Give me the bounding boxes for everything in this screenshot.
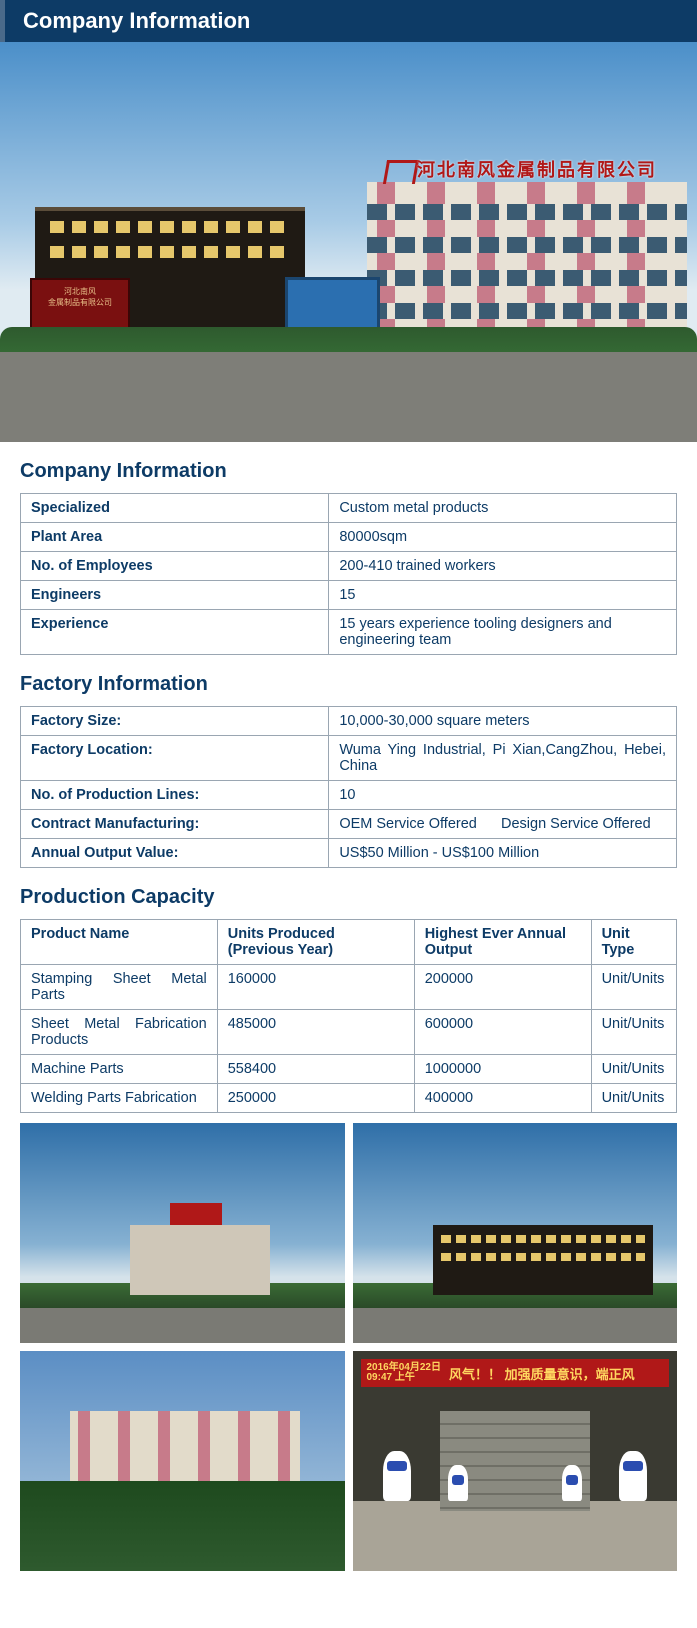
table-row: Plant Area80000sqm <box>21 523 677 552</box>
row-label: Contract Manufacturing: <box>21 810 329 839</box>
row-label: No. of Employees <box>21 552 329 581</box>
thumb-grass <box>20 1481 345 1571</box>
value-cell: 250000 <box>217 1084 414 1113</box>
table-row: Experience15 years experience tooling de… <box>21 610 677 655</box>
hero-window-row <box>367 270 687 286</box>
table-row: Sheet Metal Fabrication Products48500060… <box>21 1010 677 1055</box>
led-banner: 2016年04月22日 09:47 上午 风气！！ 加强质量意识，端正风 <box>361 1359 670 1387</box>
hero-wall-sign-line1: 河北南风 <box>32 286 128 297</box>
table-row: Stamping Sheet Metal Parts160000200000Un… <box>21 965 677 1010</box>
row-value: US$50 Million - US$100 Million <box>329 839 677 868</box>
value-cell: 200000 <box>414 965 591 1010</box>
row-value: 15 years experience tooling designers an… <box>329 610 677 655</box>
row-value: 80000sqm <box>329 523 677 552</box>
row-value: 200-410 trained workers <box>329 552 677 581</box>
value-cell: 1000000 <box>414 1055 591 1084</box>
thumb-vase <box>448 1465 468 1501</box>
table-row: No. of Production Lines:10 <box>21 781 677 810</box>
thumb-pilaster <box>198 1411 210 1481</box>
led-time: 09:47 上午 <box>367 1372 415 1383</box>
value-cell: Unit/Units <box>591 965 676 1010</box>
hero-window-row <box>367 204 687 220</box>
value-cell: 558400 <box>217 1055 414 1084</box>
column-header: Highest Ever Annual Output <box>414 920 591 965</box>
row-label: Specialized <box>21 494 329 523</box>
hero-wall-sign-line2: 金属制品有限公司 <box>32 297 128 308</box>
hero-window-row <box>367 237 687 253</box>
section-header: Company Information <box>0 0 697 42</box>
company-info-heading: Company Information <box>20 460 677 483</box>
gallery-photo-1 <box>20 1123 345 1343</box>
table-row: Welding Parts Fabrication250000400000Uni… <box>21 1084 677 1113</box>
thumb-pilaster <box>78 1411 90 1481</box>
gallery-photo-3 <box>20 1351 345 1571</box>
capacity-table: Product NameUnits Produced (Previous Yea… <box>20 919 677 1113</box>
column-header: Product Name <box>21 920 218 965</box>
row-label: No. of Production Lines: <box>21 781 329 810</box>
row-value: OEM Service Offered Design Service Offer… <box>329 810 677 839</box>
column-header: Unit Type <box>591 920 676 965</box>
led-text: 风气！！ 加强质量意识，端正风 <box>449 1364 635 1383</box>
hero-roof-logo-icon <box>383 160 419 184</box>
table-row: Contract Manufacturing:OEM Service Offer… <box>21 810 677 839</box>
product-name-cell: Stamping Sheet Metal Parts <box>21 965 218 1010</box>
factory-info-table: Factory Size:10,000-30,000 square meters… <box>20 706 677 868</box>
thumb-building <box>70 1411 300 1481</box>
row-value: 10 <box>329 781 677 810</box>
value-cell: Unit/Units <box>591 1055 676 1084</box>
thumb-pilaster <box>118 1411 130 1481</box>
photo-gallery: 2016年04月22日 09:47 上午 风气！！ 加强质量意识，端正风 <box>0 1123 697 1571</box>
thumb-building <box>130 1225 270 1295</box>
value-cell: Unit/Units <box>591 1010 676 1055</box>
gallery-photo-4: 2016年04月22日 09:47 上午 风气！！ 加强质量意识，端正风 <box>353 1351 678 1571</box>
value-cell: 600000 <box>414 1010 591 1055</box>
thumb-building <box>433 1225 653 1295</box>
section-header-title: Company Information <box>23 8 250 33</box>
table-row: No. of Employees200-410 trained workers <box>21 552 677 581</box>
hero-roof-sign: 河北南风金属制品有限公司 <box>417 156 657 182</box>
row-label: Factory Location: <box>21 736 329 781</box>
thumb-floor <box>353 1501 678 1571</box>
company-info-table: SpecializedCustom metal productsPlant Ar… <box>20 493 677 655</box>
row-value: Wuma Ying Industrial, Pi Xian,CangZhou, … <box>329 736 677 781</box>
factory-info-heading: Factory Information <box>20 673 677 696</box>
hero-road <box>0 352 697 442</box>
row-label: Engineers <box>21 581 329 610</box>
hero-window-row <box>367 303 687 319</box>
value-cell: 400000 <box>414 1084 591 1113</box>
thumb-pilaster <box>278 1411 290 1481</box>
value-cell: Unit/Units <box>591 1084 676 1113</box>
product-name-cell: Sheet Metal Fabrication Products <box>21 1010 218 1055</box>
table-row: Annual Output Value:US$50 Million - US$1… <box>21 839 677 868</box>
value-cell: 485000 <box>217 1010 414 1055</box>
hero-photo: 河北南风金属制品有限公司 河北南风 金属制品有限公司 <box>0 42 697 442</box>
product-name-cell: Welding Parts Fabrication <box>21 1084 218 1113</box>
thumb-vase <box>619 1451 647 1501</box>
table-row: Factory Size:10,000-30,000 square meters <box>21 707 677 736</box>
capacity-heading: Production Capacity <box>20 886 677 909</box>
product-name-cell: Machine Parts <box>21 1055 218 1084</box>
row-value: 15 <box>329 581 677 610</box>
thumb-pilaster <box>158 1411 170 1481</box>
thumb-vase <box>562 1465 582 1501</box>
row-value: Custom metal products <box>329 494 677 523</box>
table-row: Engineers15 <box>21 581 677 610</box>
hero-building-right <box>367 182 687 342</box>
table-row: Machine Parts5584001000000Unit/Units <box>21 1055 677 1084</box>
thumb-vase <box>383 1451 411 1501</box>
row-label: Factory Size: <box>21 707 329 736</box>
table-row: Factory Location:Wuma Ying Industrial, P… <box>21 736 677 781</box>
led-datetime: 2016年04月22日 09:47 上午 <box>367 1363 442 1383</box>
column-header: Units Produced (Previous Year) <box>217 920 414 965</box>
thumb-pilaster <box>238 1411 250 1481</box>
table-row: SpecializedCustom metal products <box>21 494 677 523</box>
row-label: Experience <box>21 610 329 655</box>
row-label: Annual Output Value: <box>21 839 329 868</box>
gallery-photo-2 <box>353 1123 678 1343</box>
row-label: Plant Area <box>21 523 329 552</box>
value-cell: 160000 <box>217 965 414 1010</box>
row-value: 10,000-30,000 square meters <box>329 707 677 736</box>
